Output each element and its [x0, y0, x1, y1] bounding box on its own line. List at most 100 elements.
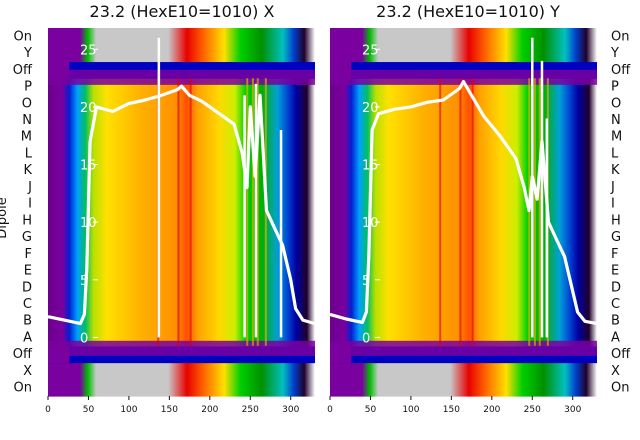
row-label-right: On: [611, 29, 629, 44]
row-label-right: E: [611, 264, 619, 279]
row-label-left: Off: [13, 347, 33, 362]
row-label-right: X: [611, 364, 620, 379]
panel-x-title: 23.2 (HexE10=1010) X: [90, 2, 275, 21]
heatmap-row: [48, 312, 315, 330]
x-tick-label: 0: [45, 405, 51, 415]
row-label-left: Y: [23, 46, 32, 61]
heatmap-row: [48, 212, 315, 230]
heatmap-streak: [538, 78, 541, 346]
heatmap-streak: [246, 78, 249, 346]
row-label-right: B: [611, 314, 620, 329]
heatmap-row: [48, 379, 315, 397]
row-label-right: H: [611, 213, 621, 228]
heatmap-row: [330, 111, 597, 129]
overlay-tick-label: 25: [362, 43, 379, 58]
panel-y-title: 23.2 (HexE10=1010) Y: [376, 2, 560, 21]
overlay-tick-label: 5: [362, 274, 370, 289]
row-label-left: Off: [13, 63, 33, 78]
x-tick-label: 50: [83, 405, 95, 415]
heatmap-row: [330, 161, 597, 180]
heatmap-row: [48, 245, 315, 263]
heatmap-band: [330, 340, 597, 356]
heatmap-row: [330, 245, 597, 263]
heatmap-row: [48, 278, 315, 297]
overlay-tick-label: 20: [80, 101, 97, 116]
row-label-left: C: [23, 297, 32, 312]
heatmap-streak: [251, 78, 254, 346]
heatmap-row: [48, 44, 315, 63]
heatmap-row: [330, 379, 597, 397]
heatmap-streak: [439, 78, 442, 346]
heatmap-row: [48, 28, 315, 46]
overlay-line: [329, 80, 598, 326]
x-tick-label: 300: [282, 405, 299, 415]
row-label-left: H: [22, 213, 32, 228]
overlay-tick-label: 10: [80, 216, 97, 231]
heatmap-band: [48, 69, 315, 85]
x-tick-label: 100: [120, 405, 137, 415]
x-tick-label: 250: [524, 405, 541, 415]
row-label-right: C: [611, 297, 620, 312]
row-label-right: O: [611, 96, 621, 111]
heatmap-row: [330, 262, 597, 280]
row-label-right: M: [611, 130, 622, 145]
heatmap-row: [330, 44, 597, 63]
overlay-tick-label: 15: [362, 159, 379, 174]
heatmap-band: [330, 69, 597, 85]
heatmap-row: [330, 362, 597, 380]
overlay-tick-label: 15: [80, 159, 97, 174]
row-label-left: F: [25, 247, 32, 262]
x-tick-label: 0: [327, 405, 333, 415]
heatmap-streak: [189, 78, 192, 346]
row-label-right: K: [611, 163, 620, 178]
row-label-left: E: [24, 264, 32, 279]
row-label-right: On: [611, 381, 629, 396]
heatmap-streak: [471, 78, 474, 346]
row-label-left: On: [14, 29, 32, 44]
heatmap-row: [48, 228, 315, 247]
row-label-left: O: [22, 96, 32, 111]
row-label-right: G: [611, 230, 621, 245]
x-tick-label: 300: [564, 405, 581, 415]
row-label-right: J: [610, 180, 615, 195]
heatmap-streak: [533, 78, 536, 346]
x-tick-label: 100: [402, 405, 419, 415]
heatmap-streak: [256, 78, 259, 346]
row-label-right: N: [611, 113, 621, 128]
heatmap-row: [330, 312, 597, 330]
row-label-left: On: [14, 381, 32, 396]
row-label-left: D: [22, 280, 32, 295]
row-label-right: F: [611, 247, 618, 262]
overlay-tick-label: 0: [80, 331, 88, 346]
heatmap-streak: [459, 78, 462, 346]
overlay-tick-label: 5: [80, 274, 88, 289]
row-label-right: Y: [610, 46, 619, 61]
heatmap-row: [330, 228, 597, 247]
row-label-left: X: [23, 364, 32, 379]
heatmap-row: [48, 295, 315, 313]
row-label-right: A: [611, 330, 620, 345]
heatmap-row: [48, 128, 315, 146]
row-label-left: M: [21, 130, 32, 145]
overlay-tick-label: 20: [362, 101, 379, 116]
heatmap-row: [330, 145, 597, 163]
x-tick-label: 200: [201, 405, 218, 415]
row-label-right: D: [611, 280, 621, 295]
row-label-left: B: [23, 314, 32, 329]
row-label-left: K: [23, 163, 32, 178]
y-axis-label: Dipole: [0, 197, 10, 238]
row-label-right: L: [611, 146, 619, 161]
heatmap-row: [48, 94, 315, 113]
heatmap-row: [330, 212, 597, 230]
overlay-tick-label: 10: [362, 216, 379, 231]
heatmap-row: [330, 295, 597, 313]
row-label-right: Off: [611, 347, 631, 362]
heatmap-row: [48, 195, 315, 213]
heatmap-row: [48, 262, 315, 280]
row-label-right: P: [611, 80, 619, 95]
row-label-left: P: [24, 80, 32, 95]
